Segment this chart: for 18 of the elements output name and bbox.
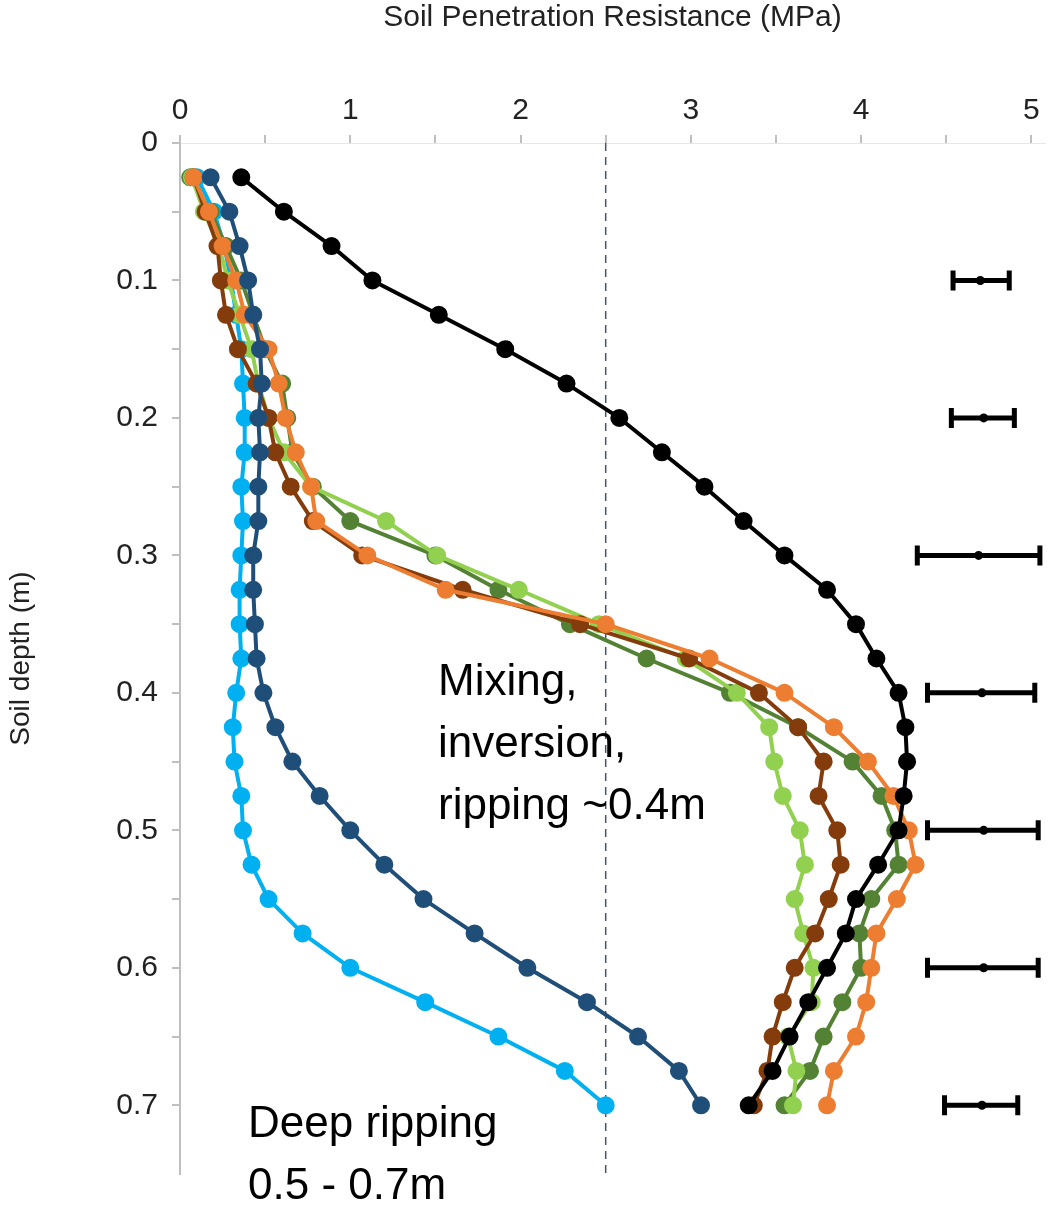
y-axis-title: Soil depth (m) — [3, 571, 35, 746]
x-tick-label: 2 — [512, 92, 529, 126]
y-tick-label: 0.5 — [116, 811, 158, 845]
x-tick-label: 0 — [171, 92, 189, 126]
y-tick-label: 0.1 — [116, 261, 158, 295]
y-tick-label: 0 — [141, 124, 158, 158]
annotation: Deep ripping 0.5 - 0.7m — [248, 1097, 498, 1206]
y-tick-label: 0.2 — [116, 399, 158, 433]
y-tick-label: 0.3 — [116, 536, 158, 570]
x-tick-label: 5 — [1023, 92, 1040, 126]
x-tick-label: 4 — [852, 92, 870, 126]
annotation: Mixing, inversion, ripping ~0.4m — [438, 655, 706, 829]
x-axis-title: Soil Penetration Resistance (MPa) — [383, 0, 842, 33]
y-tick-label: 0.4 — [116, 674, 158, 708]
y-tick-label: 0.7 — [116, 1086, 158, 1120]
x-tick-label: 3 — [682, 92, 700, 126]
x-tick-label: 1 — [341, 92, 359, 126]
y-tick-label: 0.6 — [116, 949, 158, 983]
